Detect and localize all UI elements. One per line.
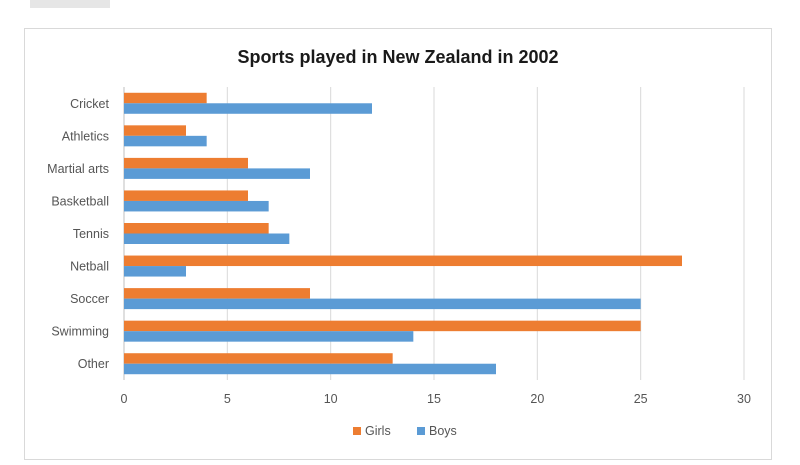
x-tick-label: 15 — [427, 392, 441, 406]
bar-boys — [124, 298, 641, 310]
bar-boys — [124, 266, 186, 277]
bar-boys — [124, 331, 414, 342]
bar-boys — [124, 135, 207, 147]
bar-girls — [124, 353, 393, 364]
bar-girls — [124, 92, 207, 104]
category-label: Other — [78, 357, 109, 371]
bar-girls — [124, 320, 641, 332]
category-label: Tennis — [73, 227, 109, 241]
legend: Girls Boys — [353, 424, 457, 438]
legend-swatch-girls — [353, 427, 361, 435]
category-label: Netball — [70, 260, 109, 274]
bar-girls — [124, 125, 186, 136]
x-tick-label: 5 — [224, 392, 231, 406]
bar-girls — [124, 190, 248, 201]
x-tick-labels: 0 5 10 15 20 25 30 — [121, 392, 751, 406]
legend-label-girls: Girls — [365, 424, 391, 438]
legend-label-boys: Boys — [429, 424, 457, 438]
x-tick-label: 0 — [121, 392, 128, 406]
bar-girls — [124, 223, 269, 234]
bar-boys — [124, 200, 269, 212]
category-label: Martial arts — [47, 162, 109, 176]
top-left-gray-tab — [30, 0, 110, 8]
category-label: Cricket — [70, 97, 109, 111]
x-tick-label: 20 — [530, 392, 544, 406]
bar-boys — [124, 233, 290, 244]
category-labels: Cricket Athletics Martial arts Basketball Te… — [47, 97, 109, 371]
legend-swatch-boys — [417, 427, 425, 435]
chart-title: Sports played in New Zealand in 2002 — [237, 47, 558, 67]
bar-girls — [124, 157, 248, 169]
bar-girls — [124, 255, 682, 267]
category-label: Athletics — [62, 129, 109, 143]
category-label: Swimming — [51, 325, 109, 339]
category-label: Basketball — [51, 194, 109, 208]
category-label: Soccer — [70, 292, 109, 306]
x-tick-label: 25 — [634, 392, 648, 406]
x-tick-label: 30 — [737, 392, 751, 406]
bars — [124, 92, 682, 375]
bar-girls — [124, 288, 310, 299]
bar-boys — [124, 168, 310, 179]
bar-boys — [124, 363, 496, 375]
bar-boys — [124, 103, 372, 114]
x-tick-label: 10 — [324, 392, 338, 406]
